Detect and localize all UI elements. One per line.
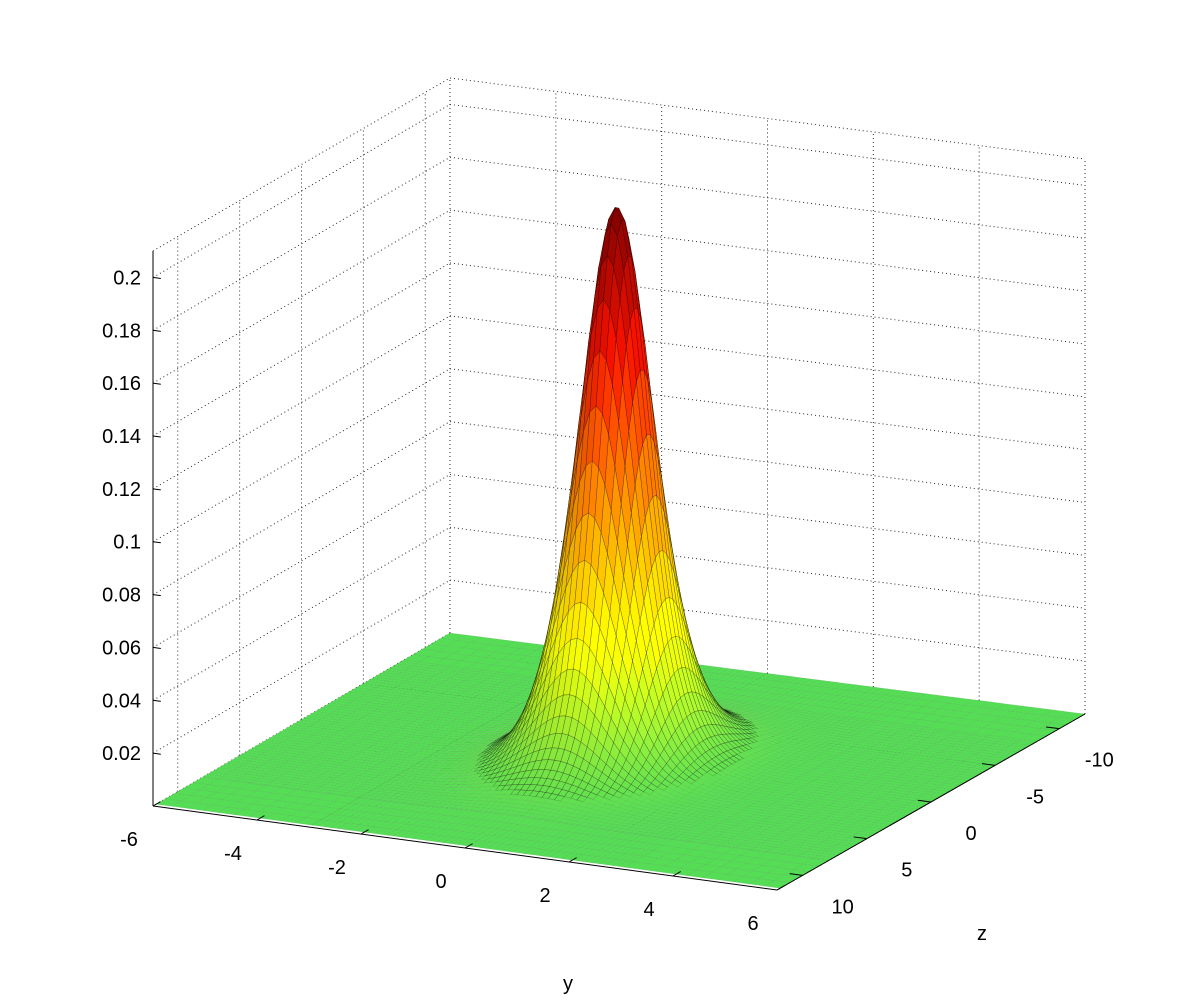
grid-line xyxy=(450,210,1085,291)
z-tick xyxy=(153,753,161,754)
z-tick xyxy=(153,595,161,596)
z-tick-label: 0.04 xyxy=(102,690,141,712)
y-tick-label: -5 xyxy=(1026,786,1044,808)
x-axis-label: y xyxy=(563,973,573,995)
surface xyxy=(156,207,1085,888)
z-tick xyxy=(153,489,161,490)
z-tick-label: 0.16 xyxy=(102,373,141,395)
z-tick-label: 0.2 xyxy=(113,267,141,289)
x-tick-label: -2 xyxy=(328,857,346,879)
grid-line xyxy=(153,263,450,436)
y-axis-label: z xyxy=(977,923,987,945)
z-tick-label: 0.06 xyxy=(102,637,141,659)
grid-line xyxy=(450,527,1085,608)
grid-line xyxy=(153,474,450,647)
x-tick-label: -6 xyxy=(120,829,138,851)
y-tick-label: 0 xyxy=(965,823,976,845)
z-tick-label: 0.14 xyxy=(102,426,141,448)
grid-line xyxy=(450,474,1085,555)
y-tick-label: 5 xyxy=(901,860,912,882)
z-tick xyxy=(153,436,161,437)
z-tick-label: 0.1 xyxy=(113,532,141,554)
x-tick-label: -4 xyxy=(224,843,242,865)
y-tick-label: -10 xyxy=(1085,750,1114,772)
z-tick-label: 0.18 xyxy=(102,320,141,342)
z-tick xyxy=(153,330,161,331)
z-tick-label: 0.02 xyxy=(102,743,141,765)
z-tick xyxy=(153,700,161,701)
x-tick-label: 4 xyxy=(643,899,654,921)
y-tick-label: 10 xyxy=(832,896,854,918)
z-tick xyxy=(153,542,161,543)
x-tick-label: 6 xyxy=(747,913,758,935)
x-tick-label: 0 xyxy=(435,871,446,893)
z-tick xyxy=(153,647,161,648)
grid-line xyxy=(153,210,450,383)
grid-line xyxy=(153,78,450,251)
z-tick-label: 0.12 xyxy=(102,479,141,501)
x-tick-label: 2 xyxy=(539,885,550,907)
z-tick xyxy=(153,383,161,384)
grid-line xyxy=(450,78,1085,159)
z-tick xyxy=(153,277,161,278)
grid-line xyxy=(153,422,450,595)
grid-line xyxy=(450,422,1085,503)
grid-line xyxy=(450,263,1085,344)
z-tick-label: 0.08 xyxy=(102,585,141,607)
